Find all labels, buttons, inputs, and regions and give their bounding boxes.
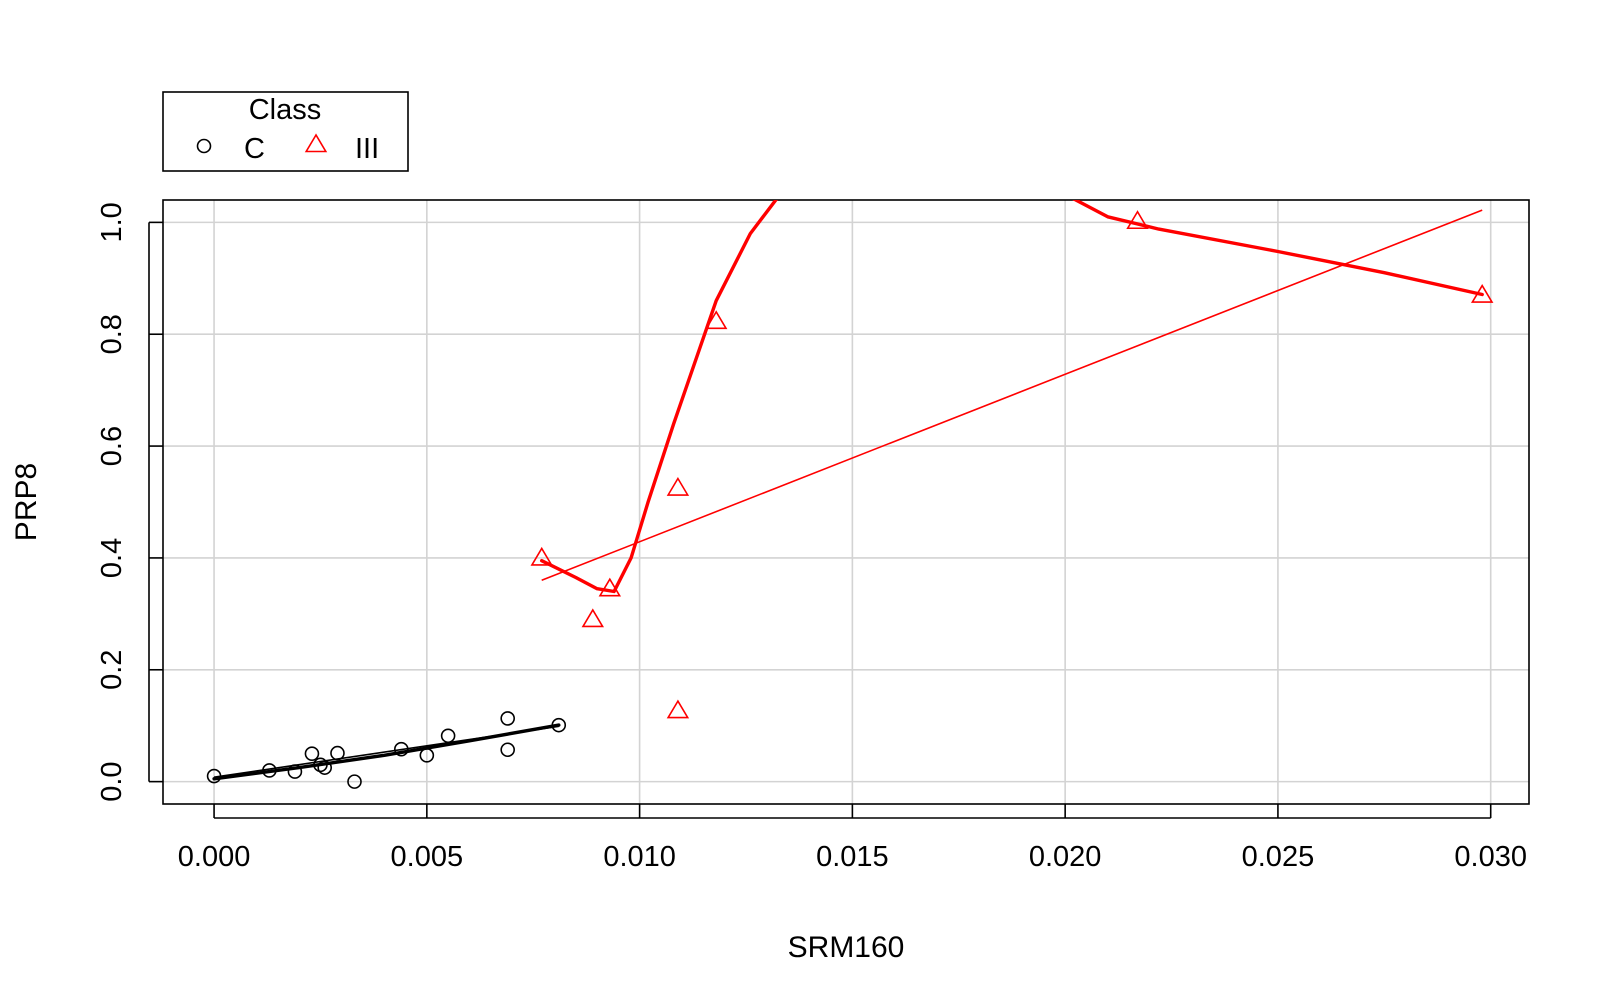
x-tick-label: 0.025 (1242, 841, 1315, 873)
data-point-iii (581, 608, 605, 628)
legend-box (162, 91, 409, 172)
data-point-c (317, 760, 333, 775)
data-point-iii (530, 546, 553, 566)
data-points (206, 210, 1494, 789)
x-tick-label: 0.010 (603, 841, 676, 873)
x-tick-label: 0.015 (816, 841, 889, 873)
data-point-c (500, 711, 515, 726)
data-point-c (330, 745, 345, 761)
legend-marker-iii (304, 133, 328, 153)
x-tick-label: 0.030 (1454, 841, 1527, 873)
data-point-c (304, 746, 320, 761)
data-point-iii (598, 577, 622, 597)
y-tick-label: 0.0 (96, 761, 128, 801)
data-point-c (287, 764, 303, 779)
data-point-iii (705, 310, 728, 330)
legend-title: Class (249, 94, 322, 126)
y-axis-label: PRP8 (10, 463, 43, 541)
x-axis: 0.000 0.005 0.010 0.015 0.020 0.025 0.030 (178, 804, 1527, 873)
data-point-c (394, 741, 409, 757)
x-tick-label: 0.000 (178, 841, 251, 873)
data-point-c (262, 763, 277, 778)
x-tick-label: 0.020 (1029, 841, 1102, 873)
y-tick-label: 0.2 (96, 650, 128, 690)
smooth-line-c (212, 723, 561, 781)
legend-label-iii: III (355, 133, 379, 165)
data-point-c (419, 748, 435, 763)
data-point-c (500, 742, 515, 758)
legend-label-c: C (244, 133, 265, 165)
data-point-c (347, 774, 362, 789)
data-point-c (551, 717, 567, 733)
data-point-c (440, 728, 456, 744)
y-tick-label: 1.0 (96, 202, 128, 242)
data-point-c (313, 757, 328, 773)
plot-frame (162, 199, 1530, 805)
legend-marker-c (196, 138, 212, 154)
data-point-iii (1126, 210, 1149, 230)
data-point-iii (1470, 284, 1494, 303)
y-tick-label: 0.8 (96, 314, 128, 354)
data-point-iii (666, 476, 690, 496)
smooth-line-iii (540, 200, 1484, 594)
y-axis: 0.0 0.2 0.4 0.6 0.8 1.0 (96, 202, 163, 802)
linear-fit-line-iii (541, 209, 1483, 582)
x-tick-label: 0.005 (391, 841, 464, 873)
data-point-iii (666, 699, 690, 719)
grid-lines (163, 200, 1529, 804)
fit-lines (212, 200, 1484, 781)
y-tick-label: 0.6 (96, 426, 128, 466)
data-point-c (206, 768, 222, 784)
legend: Class C III (162, 91, 409, 172)
y-tick-label: 0.4 (96, 538, 128, 578)
x-axis-label: SRM160 (788, 931, 905, 964)
